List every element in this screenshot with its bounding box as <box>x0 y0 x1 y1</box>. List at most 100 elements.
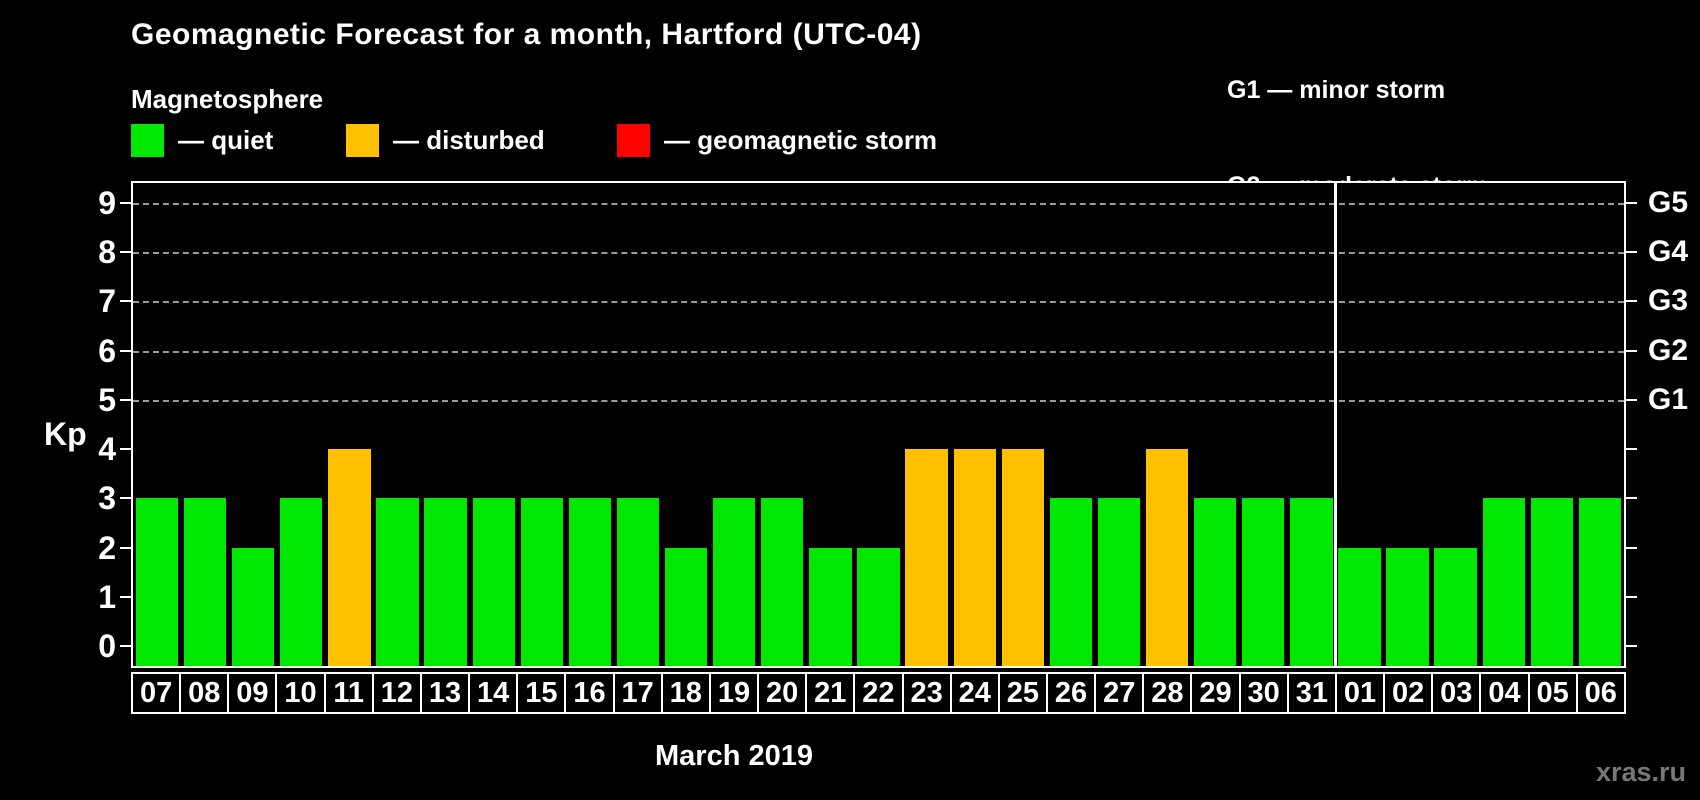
day-label-27: 27 <box>1094 672 1143 714</box>
bar-day-03 <box>1434 547 1477 666</box>
left-tick-kp9 <box>120 201 131 204</box>
gridline-kp6 <box>133 350 1624 353</box>
day-label-23: 23 <box>901 672 950 714</box>
left-tick-kp4 <box>120 448 131 451</box>
y-tick-label-3: 3 <box>98 480 116 517</box>
legend-label-quiet: — quiet <box>178 124 274 155</box>
day-label-29: 29 <box>1190 672 1239 714</box>
day-label-10: 10 <box>275 672 324 714</box>
day-label-19: 19 <box>708 672 758 714</box>
bar-day-20 <box>761 498 804 666</box>
y-tick-label-9: 9 <box>98 184 116 221</box>
day-label-17: 17 <box>612 672 661 714</box>
day-label-06: 06 <box>1575 672 1626 714</box>
day-label-08: 08 <box>179 672 228 714</box>
day-label-12: 12 <box>371 672 420 714</box>
storm-swatch-icon <box>617 123 650 157</box>
right-axis-label-g1: G1 <box>1648 382 1689 416</box>
day-label-03: 03 <box>1431 672 1480 714</box>
watermark: xras.ru <box>1595 757 1686 787</box>
y-tick-label-7: 7 <box>98 283 116 320</box>
day-label-30: 30 <box>1238 672 1287 714</box>
bar-day-18 <box>664 547 708 666</box>
day-label-25: 25 <box>997 672 1046 714</box>
right-tick-kp5 <box>1626 398 1637 401</box>
day-label-01: 01 <box>1334 672 1384 714</box>
gridline-kp5 <box>133 399 1624 402</box>
disturbed-swatch-icon <box>346 123 379 157</box>
right-tick-kp3 <box>1626 497 1637 500</box>
legend-item-storm: — geomagnetic storm <box>617 123 937 157</box>
bar-day-31 <box>1290 498 1333 666</box>
y-tick-label-2: 2 <box>98 529 116 566</box>
y-tick-label-8: 8 <box>98 234 116 270</box>
left-tick-kp6 <box>120 349 131 352</box>
y-tick-label-6: 6 <box>98 332 116 369</box>
day-label-15: 15 <box>516 672 565 714</box>
left-tick-kp7 <box>120 300 131 303</box>
left-tick-kp2 <box>120 546 131 549</box>
day-label-28: 28 <box>1142 672 1191 714</box>
left-tick-kp5 <box>120 398 131 401</box>
day-label-21: 21 <box>805 672 854 714</box>
day-label-18: 18 <box>660 672 709 714</box>
bar-day-06 <box>1578 498 1622 666</box>
right-tick-kp7 <box>1626 300 1637 303</box>
day-label-02: 02 <box>1383 672 1432 714</box>
bar-day-21 <box>809 547 852 666</box>
bar-day-11 <box>328 449 371 666</box>
day-label-04: 04 <box>1479 672 1528 714</box>
left-tick-kp1 <box>120 596 131 598</box>
legend-item-disturbed: — disturbed <box>346 123 545 157</box>
bar-day-19 <box>713 498 756 666</box>
right-tick-kp9 <box>1626 201 1637 204</box>
bar-day-29 <box>1194 498 1237 666</box>
bar-day-24 <box>953 449 996 666</box>
x-axis-month-label: March 2019 <box>655 740 813 772</box>
bar-day-04 <box>1482 498 1525 666</box>
day-label-13: 13 <box>419 672 469 714</box>
bar-day-22 <box>857 547 900 666</box>
right-axis-label-g4: G4 <box>1648 235 1689 268</box>
magnetosphere-label: Magnetosphere <box>131 84 324 114</box>
bar-day-27 <box>1097 498 1141 666</box>
bar-day-14 <box>472 498 515 666</box>
right-tick-kp8 <box>1626 250 1637 253</box>
right-tick-kp0 <box>1626 645 1637 648</box>
right-tick-kp6 <box>1626 349 1637 352</box>
day-label-22: 22 <box>853 672 902 714</box>
gridline-kp7 <box>133 301 1624 304</box>
quiet-swatch-icon <box>131 123 164 157</box>
y-tick-label-4: 4 <box>98 431 116 468</box>
g-legend-line-1: G1 — minor storm <box>1227 76 1446 104</box>
bar-day-16 <box>568 498 612 666</box>
day-label-16: 16 <box>564 672 613 714</box>
bar-day-17 <box>616 498 660 666</box>
bar-day-15 <box>520 498 563 666</box>
x-axis-day-labels: 07 08 09 10 11 12 13 14 15 16 17 18 19 20 21 22 23 24 25 26… <box>131 672 1626 714</box>
right-tick-kp2 <box>1626 546 1637 549</box>
left-tick-kp3 <box>120 497 131 500</box>
left-tick-kp8 <box>120 250 131 253</box>
bar-day-28 <box>1145 449 1189 666</box>
legend-label-disturbed: — disturbed <box>393 124 545 155</box>
legend-label-storm: — geomagnetic storm <box>664 124 938 155</box>
legend-item-quiet: — quiet <box>131 123 273 157</box>
day-label-26: 26 <box>1045 672 1095 714</box>
bar-day-09 <box>232 547 275 666</box>
right-tick-kp4 <box>1626 448 1637 451</box>
day-label-05: 05 <box>1527 672 1576 714</box>
bar-day-12 <box>376 498 419 666</box>
bar-day-26 <box>1049 498 1093 666</box>
left-tick-kp0 <box>120 645 131 648</box>
day-label-11: 11 <box>323 672 372 714</box>
y-tick-label-0: 0 <box>98 628 116 665</box>
day-label-09: 09 <box>227 672 276 714</box>
day-label-24: 24 <box>949 672 998 714</box>
bar-day-05 <box>1530 498 1573 666</box>
y-tick-label-5: 5 <box>98 381 116 418</box>
plot-area <box>120 181 1637 668</box>
bar-day-30 <box>1242 498 1285 666</box>
bar-day-10 <box>280 498 323 666</box>
